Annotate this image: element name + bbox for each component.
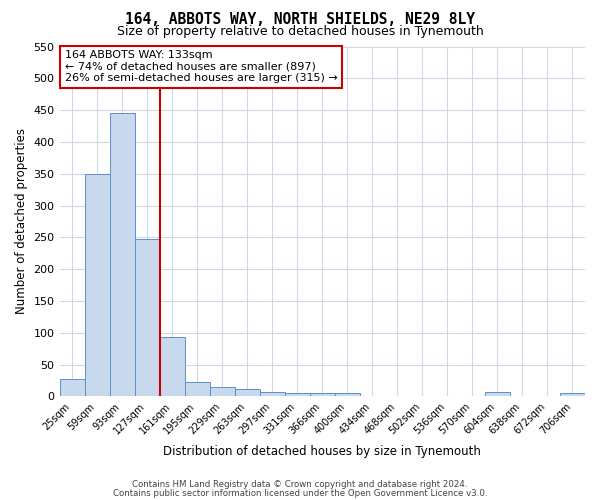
Bar xyxy=(134,238,160,396)
Bar xyxy=(160,337,185,396)
Bar xyxy=(235,390,260,396)
Bar xyxy=(110,114,134,397)
Bar xyxy=(260,392,285,396)
Bar xyxy=(185,382,209,396)
Text: Contains public sector information licensed under the Open Government Licence v3: Contains public sector information licen… xyxy=(113,489,487,498)
Bar xyxy=(285,393,310,396)
Text: Size of property relative to detached houses in Tynemouth: Size of property relative to detached ho… xyxy=(116,25,484,38)
Bar xyxy=(485,392,510,396)
Bar xyxy=(560,393,585,396)
Bar xyxy=(85,174,110,396)
Y-axis label: Number of detached properties: Number of detached properties xyxy=(15,128,28,314)
Bar xyxy=(59,378,85,396)
Bar xyxy=(209,388,235,396)
Text: 164, ABBOTS WAY, NORTH SHIELDS, NE29 8LY: 164, ABBOTS WAY, NORTH SHIELDS, NE29 8LY xyxy=(125,12,475,28)
Text: Contains HM Land Registry data © Crown copyright and database right 2024.: Contains HM Land Registry data © Crown c… xyxy=(132,480,468,489)
Text: 164 ABBOTS WAY: 133sqm
← 74% of detached houses are smaller (897)
26% of semi-de: 164 ABBOTS WAY: 133sqm ← 74% of detached… xyxy=(65,50,338,83)
Bar xyxy=(335,393,360,396)
Bar xyxy=(310,393,335,396)
X-axis label: Distribution of detached houses by size in Tynemouth: Distribution of detached houses by size … xyxy=(163,444,481,458)
